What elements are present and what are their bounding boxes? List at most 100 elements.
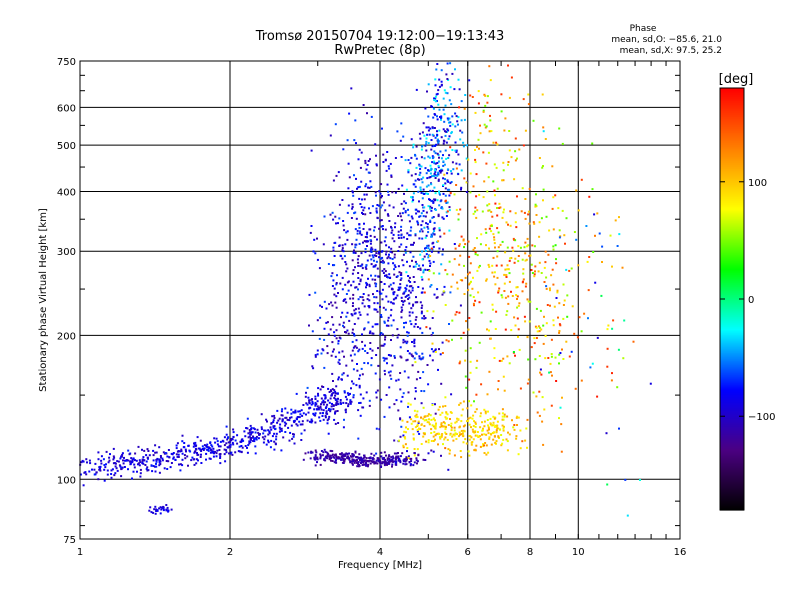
data-point	[253, 428, 256, 431]
colorbar-segment	[720, 194, 744, 197]
data-point	[453, 258, 456, 261]
data-point	[428, 156, 431, 159]
data-point	[296, 416, 299, 419]
data-point	[314, 421, 317, 424]
data-point	[506, 449, 509, 452]
data-point	[355, 339, 358, 342]
data-point	[364, 266, 367, 269]
data-point	[254, 437, 257, 440]
data-point	[427, 413, 430, 416]
data-point	[352, 302, 354, 305]
data-point	[331, 388, 334, 391]
data-point	[309, 420, 311, 423]
data-point	[438, 204, 441, 207]
data-point	[493, 425, 496, 428]
data-point	[527, 93, 530, 96]
data-point	[423, 255, 426, 258]
data-point	[362, 213, 364, 215]
data-point	[466, 407, 469, 410]
data-point	[383, 415, 386, 418]
data-point	[139, 461, 142, 464]
data-point	[421, 131, 424, 134]
data-point	[287, 426, 290, 429]
colorbar-segment	[720, 484, 744, 487]
data-point	[460, 414, 463, 417]
data-point	[573, 332, 576, 335]
data-point	[405, 456, 408, 459]
data-point	[360, 151, 363, 154]
data-point	[381, 461, 384, 464]
data-point	[314, 291, 317, 294]
data-point	[310, 398, 313, 401]
data-point	[483, 93, 486, 96]
data-point	[455, 311, 458, 314]
data-point	[375, 207, 378, 210]
data-point	[238, 445, 241, 448]
data-point	[275, 435, 278, 438]
data-point	[316, 349, 319, 352]
data-point	[397, 378, 400, 381]
data-point	[526, 336, 529, 339]
data-point	[350, 313, 353, 316]
data-point	[514, 212, 517, 215]
data-point	[521, 290, 524, 293]
data-point	[323, 366, 326, 369]
data-point	[280, 429, 283, 432]
data-point	[415, 296, 417, 299]
data-point	[461, 279, 464, 282]
data-point	[381, 457, 384, 460]
data-point	[434, 136, 437, 139]
data-point	[425, 253, 428, 256]
data-point	[399, 279, 402, 281]
colorbar-segment	[720, 122, 744, 125]
data-point	[308, 293, 311, 296]
colorbar-segment	[720, 192, 744, 195]
data-point	[281, 408, 284, 411]
data-point	[516, 295, 519, 298]
data-point	[399, 435, 402, 438]
data-point	[468, 282, 471, 285]
data-point	[437, 171, 440, 174]
data-point	[229, 452, 232, 455]
data-point	[466, 144, 468, 147]
data-point	[370, 364, 373, 367]
colorbar-segment	[720, 308, 744, 311]
data-point	[561, 142, 564, 145]
data-point	[527, 244, 530, 247]
data-point	[433, 99, 436, 101]
data-point	[388, 253, 390, 256]
data-point	[247, 432, 250, 435]
data-point	[413, 340, 416, 343]
data-point	[400, 236, 403, 239]
data-point	[417, 190, 420, 193]
data-point	[445, 157, 448, 160]
data-point	[445, 141, 448, 144]
data-point	[345, 301, 348, 304]
data-point	[458, 263, 461, 266]
data-point	[370, 357, 373, 360]
data-point	[247, 444, 250, 447]
colorbar-segment	[720, 302, 744, 305]
data-point	[367, 277, 369, 280]
data-point	[538, 390, 541, 393]
data-point	[493, 417, 496, 420]
data-point	[246, 417, 249, 420]
data-point	[384, 159, 387, 162]
data-point	[339, 254, 342, 257]
data-point	[411, 200, 414, 203]
data-point	[443, 163, 446, 166]
data-point	[438, 405, 441, 408]
data-point	[474, 410, 477, 413]
colorbar-segment	[720, 258, 744, 261]
data-point	[383, 320, 386, 323]
data-point	[555, 262, 558, 265]
data-point	[502, 211, 505, 214]
data-point	[314, 354, 317, 357]
data-point	[453, 88, 456, 91]
data-point	[366, 240, 369, 243]
data-point	[133, 463, 136, 466]
data-point	[400, 277, 403, 280]
data-point	[445, 433, 448, 435]
data-point	[535, 326, 538, 329]
data-point	[415, 166, 418, 169]
